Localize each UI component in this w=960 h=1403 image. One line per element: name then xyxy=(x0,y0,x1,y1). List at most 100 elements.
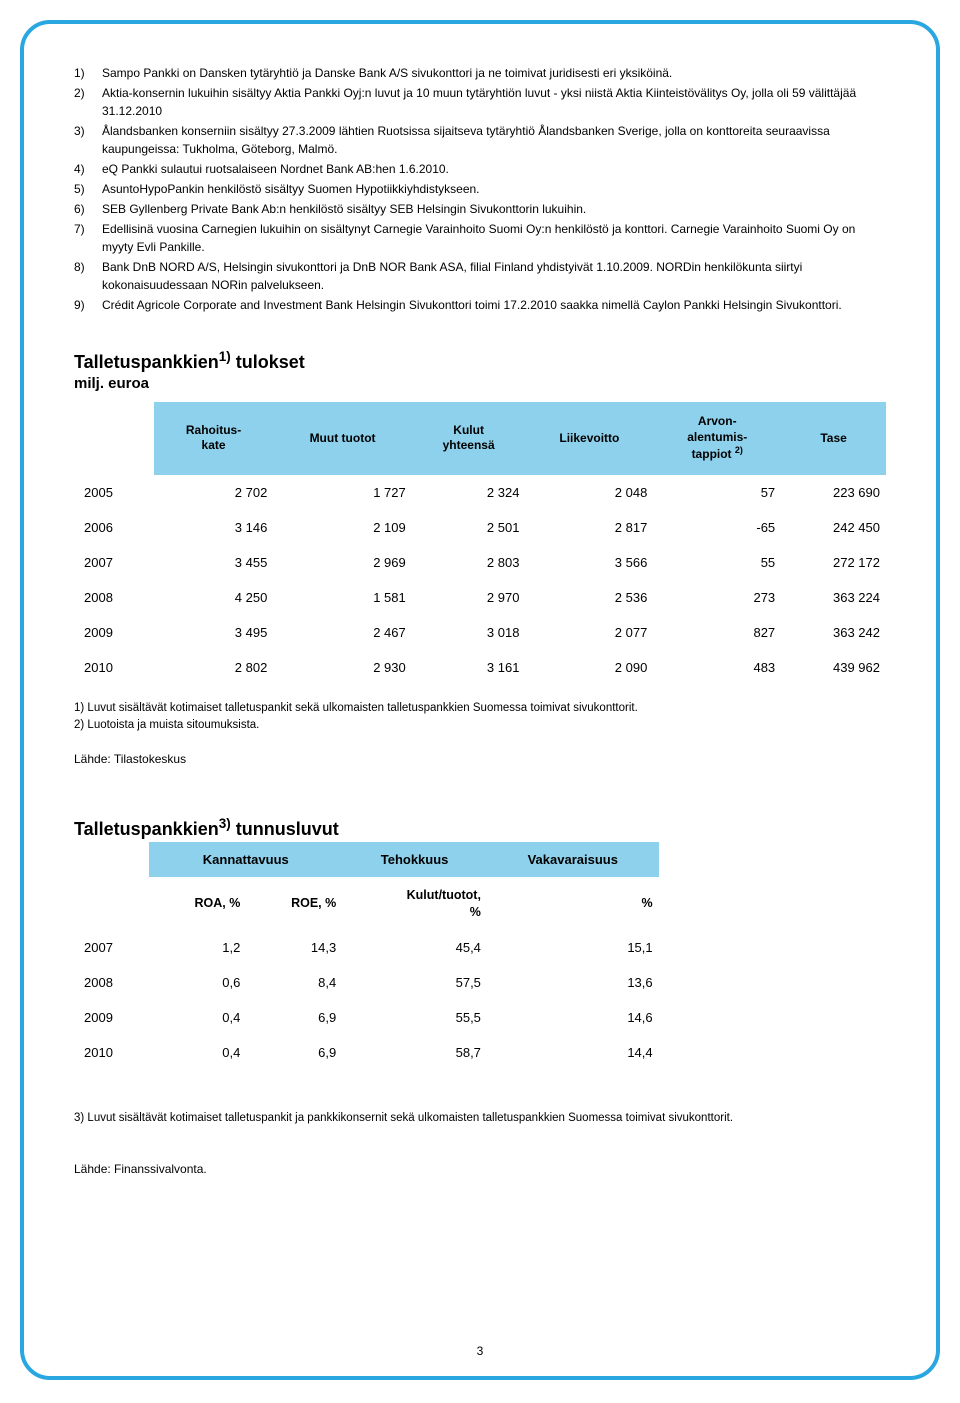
footnote-text: SEB Gyllenberg Private Bank Ab:n henkilö… xyxy=(102,200,886,218)
t1-title-sup: 1) xyxy=(219,349,231,364)
t2-title-pre: Talletuspankkien xyxy=(74,819,219,839)
footnote-num: 6) xyxy=(74,200,102,218)
table-cell: 2 501 xyxy=(412,510,526,545)
t2-title-post: tunnusluvut xyxy=(231,819,339,839)
page-frame: 1) Sampo Pankki on Dansken tytäryhtiö ja … xyxy=(20,20,940,1380)
footnote-item: 4)eQ Pankki sulautui ruotsalaiseen Nordn… xyxy=(74,160,886,178)
table1-header-cell: Tase xyxy=(781,402,886,475)
table-cell: 827 xyxy=(653,615,781,650)
table-row: 20090,46,955,514,6 xyxy=(74,1000,659,1035)
table-cell: 2 802 xyxy=(154,650,274,685)
footnote-item: 1)Sampo Pankki on Dansken tytäryhtiö ja … xyxy=(74,64,886,82)
table-cell: 223 690 xyxy=(781,475,886,510)
table-cell: 1 581 xyxy=(273,580,411,615)
footnote-item: 7)Edellisinä vuosina Carnegien lukuihin … xyxy=(74,220,886,256)
table-cell: 2 324 xyxy=(412,475,526,510)
table-cell: 4 250 xyxy=(154,580,274,615)
table-cell: 363 242 xyxy=(781,615,886,650)
table-cell: 2 970 xyxy=(412,580,526,615)
table1-notes: 1) Luvut sisältävät kotimaiset talletusp… xyxy=(74,700,886,735)
table-cell: 3 146 xyxy=(154,510,274,545)
t1-title-pre: Talletuspankkien xyxy=(74,352,219,372)
table1-header-cell: Muut tuotot xyxy=(273,402,411,475)
table-row: 20080,68,457,513,6 xyxy=(74,965,659,1000)
table-cell: 57,5 xyxy=(342,965,487,1000)
table-cell: 8,4 xyxy=(246,965,342,1000)
table-cell: 57 xyxy=(653,475,781,510)
table-cell: 2 077 xyxy=(525,615,653,650)
table-cell: 363 224 xyxy=(781,580,886,615)
table-cell: 2005 xyxy=(74,475,154,510)
footnote-item: 2)Aktia-konsernin lukuihin sisältyy Akti… xyxy=(74,84,886,120)
table-cell: 2 467 xyxy=(273,615,411,650)
footnote-num: 4) xyxy=(74,160,102,178)
table-cell: 58,7 xyxy=(342,1035,487,1070)
table-cell: 2 090 xyxy=(525,650,653,685)
footnote-num: 2) xyxy=(74,84,102,120)
footnotes-block: 1)Sampo Pankki on Dansken tytäryhtiö ja … xyxy=(74,64,886,314)
table1: Rahoitus-kateMuut tuototKulutyhteensäLii… xyxy=(74,402,886,685)
table-cell: 2 803 xyxy=(412,545,526,580)
table1-header-cell xyxy=(74,402,154,475)
table-cell: 2008 xyxy=(74,580,154,615)
table-cell: 3 495 xyxy=(154,615,274,650)
table-cell: 3 018 xyxy=(412,615,526,650)
footnote-text: eQ Pankki sulautui ruotsalaiseen Nordnet… xyxy=(102,160,886,178)
table-cell: 2007 xyxy=(74,930,149,965)
table1-subtitle: milj. euroa xyxy=(74,375,886,392)
table-cell: 2006 xyxy=(74,510,154,545)
t1-note1: 1) Luvut sisältävät kotimaiset talletusp… xyxy=(74,700,886,717)
footnote-item: 5)AsuntoHypoPankin henkilöstö sisältyy S… xyxy=(74,180,886,198)
footnote-text: Sampo Pankki on Dansken tytäryhtiö ja Da… xyxy=(102,64,886,82)
footnote-text: Crédit Agricole Corporate and Investment… xyxy=(102,296,886,314)
table-cell: 13,6 xyxy=(487,965,659,1000)
table-cell: 6,9 xyxy=(246,1000,342,1035)
table1-header-cell: Rahoitus-kate xyxy=(154,402,274,475)
table2: KannattavuusTehokkuusVakavaraisuus ROA, … xyxy=(74,842,659,1070)
table2-sub-header: % xyxy=(487,877,659,930)
footnote-text: Aktia-konsernin lukuihin sisältyy Aktia … xyxy=(102,84,886,120)
table-cell: 2 048 xyxy=(525,475,653,510)
table-cell: 2 536 xyxy=(525,580,653,615)
table-cell: 2010 xyxy=(74,650,154,685)
table1-source: Lähde: Tilastokeskus xyxy=(74,752,886,766)
footnote-text: Ålandsbanken konserniin sisältyy 27.3.20… xyxy=(102,122,886,158)
table-cell: 2 930 xyxy=(273,650,411,685)
table-row: 20071,214,345,415,1 xyxy=(74,930,659,965)
footnote-item: 3)Ålandsbanken konserniin sisältyy 27.3.… xyxy=(74,122,886,158)
table-cell: 14,3 xyxy=(246,930,342,965)
footnote-num: 7) xyxy=(74,220,102,256)
table-cell: 272 172 xyxy=(781,545,886,580)
footnote-num: 5) xyxy=(74,180,102,198)
table2-sub-header: ROA, % xyxy=(149,877,246,930)
table1-section: Talletuspankkien1) tulokset milj. euroa … xyxy=(74,349,886,766)
table1-header-cell: Arvon-alentumis-tappiot 2) xyxy=(653,402,781,475)
table-cell: 483 xyxy=(653,650,781,685)
table-cell: 2 702 xyxy=(154,475,274,510)
table2-group-header: Vakavaraisuus xyxy=(487,842,659,877)
table-row: 20073 4552 9692 8033 56655272 172 xyxy=(74,545,886,580)
footnote-num: 9) xyxy=(74,296,102,314)
table-cell: 3 566 xyxy=(525,545,653,580)
t1-note2: 2) Luotoista ja muista sitoumuksista. xyxy=(74,717,886,734)
table-cell: 3 455 xyxy=(154,545,274,580)
table-row: 20102 8022 9303 1612 090483439 962 xyxy=(74,650,886,685)
table-cell: 2009 xyxy=(74,615,154,650)
table-cell: 1,2 xyxy=(149,930,246,965)
table1-header-cell: Liikevoitto xyxy=(525,402,653,475)
t1-title-post: tulokset xyxy=(231,352,305,372)
table-cell: 2010 xyxy=(74,1035,149,1070)
footnote-item: 6)SEB Gyllenberg Private Bank Ab:n henki… xyxy=(74,200,886,218)
footnote-item: 9)Crédit Agricole Corporate and Investme… xyxy=(74,296,886,314)
table-cell: 45,4 xyxy=(342,930,487,965)
footnote-text: AsuntoHypoPankin henkilöstö sisältyy Suo… xyxy=(102,180,886,198)
table-cell: 14,4 xyxy=(487,1035,659,1070)
table-cell: 2009 xyxy=(74,1000,149,1035)
table-cell: 242 450 xyxy=(781,510,886,545)
table-cell: 2 817 xyxy=(525,510,653,545)
footnote-num: 8) xyxy=(74,258,102,294)
table-row: 20052 7021 7272 3242 04857223 690 xyxy=(74,475,886,510)
table2-title: Talletuspankkien3) tunnusluvut xyxy=(74,816,886,840)
table2-note: 3) Luvut sisältävät kotimaiset talletusp… xyxy=(74,1110,886,1127)
table-cell: 1 727 xyxy=(273,475,411,510)
